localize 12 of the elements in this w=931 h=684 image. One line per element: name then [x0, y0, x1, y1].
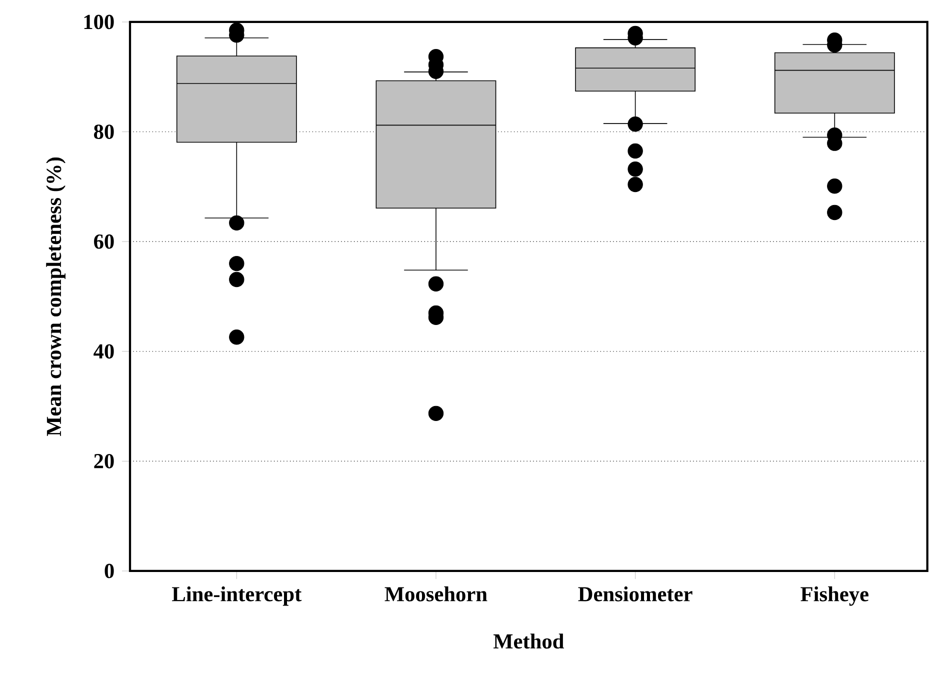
y-axis-title: Mean crown completeness (%) — [46, 158, 66, 436]
x-tick-label: Moosehorn — [384, 586, 488, 602]
x-tick-label: Line-intercept — [172, 586, 302, 606]
y-tick-label: 0 — [104, 564, 114, 578]
y-tick-label: 40 — [94, 344, 114, 359]
y-tick-label: 80 — [94, 124, 114, 139]
y-tick-label: 20 — [94, 454, 114, 468]
x-axis-title: Method — [493, 634, 564, 649]
x-tick-label: Fisheye — [800, 586, 868, 606]
x-tick-label: Densiometer — [578, 586, 692, 602]
y-tick-label: 60 — [94, 234, 114, 249]
y-tick-label: 100 — [84, 14, 114, 30]
